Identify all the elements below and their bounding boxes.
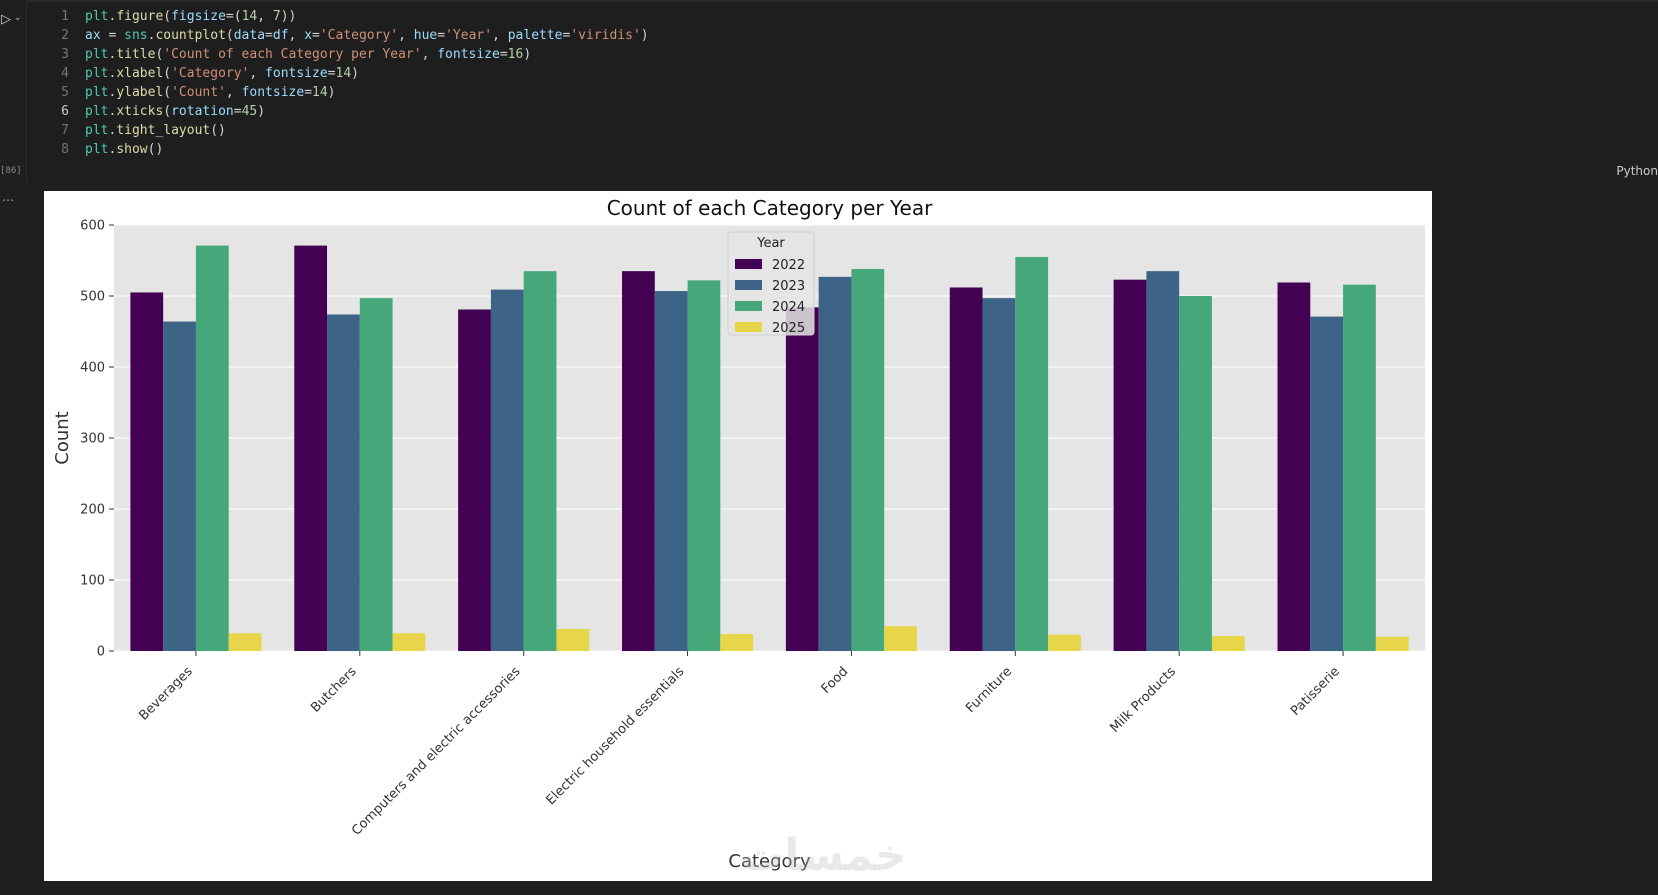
bar bbox=[687, 280, 721, 651]
output-more-icon[interactable]: … bbox=[2, 190, 15, 204]
bar bbox=[458, 309, 491, 651]
bar bbox=[1375, 636, 1409, 651]
code-text: plt.ylabel('Count', fontsize=14) bbox=[85, 85, 336, 100]
code-cell: ▷ ⌄ [86] 1 plt.figure(figsize=(14, 7)) 2 ax… bbox=[0, 0, 1658, 185]
bar bbox=[1179, 296, 1212, 651]
y-tick-label: 500 bbox=[80, 290, 105, 305]
code-text: plt.xticks(rotation=45) bbox=[85, 104, 266, 119]
legend-swatch bbox=[735, 280, 762, 290]
y-tick-label: 300 bbox=[80, 432, 105, 447]
bar bbox=[785, 307, 819, 651]
code-line[interactable]: 7 plt.tight_layout() bbox=[27, 121, 226, 140]
code-text: plt.tight_layout() bbox=[85, 123, 226, 138]
bar bbox=[490, 289, 524, 651]
bar bbox=[556, 628, 590, 651]
bar bbox=[1211, 636, 1245, 651]
legend-label: 2025 bbox=[772, 321, 805, 336]
bar bbox=[195, 245, 229, 651]
code-editor[interactable]: 1 plt.figure(figsize=(14, 7)) 2 ax = sns.co… bbox=[27, 0, 1658, 185]
bar bbox=[1310, 316, 1344, 651]
bar bbox=[982, 298, 1016, 651]
x-tick-label: Electric household essentials bbox=[543, 664, 687, 808]
bar bbox=[720, 633, 754, 651]
legend-swatch bbox=[735, 322, 762, 332]
run-cell-icon[interactable]: ▷ bbox=[1, 12, 11, 27]
line-number: 2 bbox=[61, 28, 69, 43]
execution-count: [86] bbox=[0, 166, 22, 176]
x-axis-label: Category bbox=[728, 851, 811, 872]
chart: 0 100 200 300 400 500 600 Beverages ButchersComp… bbox=[52, 196, 1425, 872]
code-line[interactable]: 4 plt.xlabel('Category', fontsize=14) bbox=[27, 64, 359, 83]
code-line[interactable]: 3 plt.title('Count of each Category per Y… bbox=[27, 45, 531, 64]
bar bbox=[1146, 271, 1180, 651]
legend-swatch bbox=[735, 301, 762, 311]
cell-gutter: ▷ ⌄ [86] bbox=[0, 0, 27, 183]
bar bbox=[851, 269, 885, 651]
bar bbox=[163, 321, 196, 651]
code-text: plt.figure(figsize=(14, 7)) bbox=[85, 9, 297, 24]
x-tick-label: Patisserie bbox=[1288, 664, 1343, 719]
line-number: 6 bbox=[61, 104, 69, 119]
code-text: plt.show() bbox=[85, 142, 164, 157]
bar bbox=[1015, 256, 1049, 651]
bar bbox=[294, 245, 328, 651]
bar bbox=[1343, 284, 1376, 651]
bar bbox=[818, 276, 852, 651]
chart-title: Count of each Category per Year bbox=[607, 196, 933, 220]
y-tick-label: 0 bbox=[97, 645, 105, 660]
bar bbox=[392, 633, 426, 651]
bar bbox=[1048, 634, 1081, 651]
bar bbox=[1113, 279, 1147, 651]
legend-label: 2023 bbox=[772, 279, 805, 294]
code-line[interactable]: 6 plt.xticks(rotation=45) bbox=[27, 102, 265, 121]
bar bbox=[523, 271, 557, 651]
x-tick-label: Beverages bbox=[136, 664, 196, 724]
code-text: plt.xlabel('Category', fontsize=14) bbox=[85, 66, 359, 81]
kernel-language-label[interactable]: Python bbox=[1616, 164, 1658, 178]
y-tick-label: 400 bbox=[80, 361, 105, 376]
chevron-down-icon[interactable]: ⌄ bbox=[14, 13, 22, 23]
line-number: 1 bbox=[61, 9, 69, 24]
y-tick-label: 100 bbox=[80, 574, 105, 589]
bar bbox=[654, 291, 688, 651]
y-axis-label: Count bbox=[52, 411, 73, 464]
line-number: 7 bbox=[61, 123, 69, 138]
bar bbox=[1277, 282, 1311, 651]
bar bbox=[884, 626, 917, 651]
x-tick-label: Butchers bbox=[308, 664, 360, 716]
code-line[interactable]: 8 plt.show() bbox=[27, 140, 163, 159]
line-number: 8 bbox=[61, 142, 69, 157]
code-line[interactable]: 5 plt.ylabel('Count', fontsize=14) bbox=[27, 83, 336, 102]
y-tick-label: 600 bbox=[80, 219, 105, 234]
code-text: ax = sns.countplot(data=df, x='Category'… bbox=[85, 28, 649, 43]
line-number: 4 bbox=[61, 66, 69, 81]
x-tick-label: Food bbox=[819, 664, 852, 697]
code-line[interactable]: 2 ax = sns.countplot(data=df, x='Category… bbox=[27, 26, 649, 45]
bar bbox=[622, 271, 655, 651]
bar bbox=[130, 292, 164, 651]
bar bbox=[359, 298, 393, 651]
bar bbox=[949, 287, 983, 651]
code-text: plt.title('Count of each Category per Ye… bbox=[85, 47, 532, 62]
line-number: 3 bbox=[61, 47, 69, 62]
x-tick-label: Furniture bbox=[963, 664, 1015, 716]
legend-label: 2022 bbox=[772, 258, 805, 273]
line-number: 5 bbox=[61, 85, 69, 100]
chart-figure: 0 100 200 300 400 500 600 Beverages Butchers Comp… bbox=[44, 191, 1432, 881]
x-tick-label: Computers and electric accessories bbox=[349, 664, 524, 839]
legend-swatch bbox=[735, 259, 762, 269]
bar bbox=[327, 314, 360, 651]
code-line[interactable]: 1 plt.figure(figsize=(14, 7)) bbox=[27, 7, 296, 26]
legend-label: 2024 bbox=[772, 300, 805, 315]
bar bbox=[228, 633, 262, 651]
legend-title: Year bbox=[756, 236, 785, 251]
y-tick-label: 200 bbox=[80, 503, 105, 518]
x-tick-label: Milk Products bbox=[1107, 664, 1179, 736]
